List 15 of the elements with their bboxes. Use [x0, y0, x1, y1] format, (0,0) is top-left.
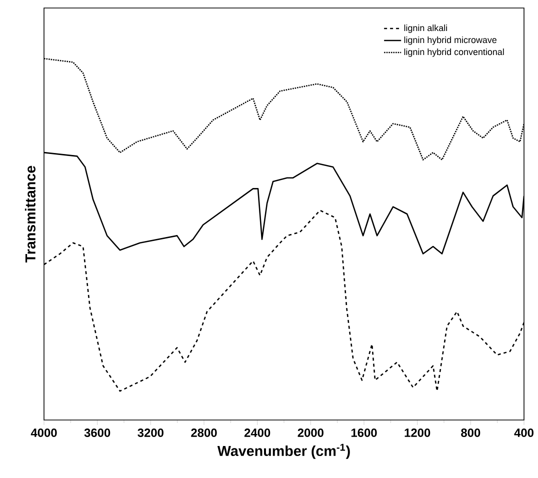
x-tick-label: 1600 [351, 428, 377, 437]
x-axis-title: Wavenumber (cm$^{-1}$) [217, 444, 350, 459]
x-tick-label: 2800 [191, 428, 217, 437]
legend-label: lignin alkali [404, 24, 447, 33]
x-tick-label: 3600 [84, 428, 110, 438]
x-tick-label: 2400 [244, 428, 270, 437]
x-tick-label: 400 [514, 428, 534, 437]
x-tick-label: 4000 [30, 428, 57, 437]
x-tick-label: 2000 [298, 428, 324, 437]
legend-label: lignin hybrid conventional [404, 48, 504, 57]
x-tick-label: 1200 [404, 428, 430, 437]
x-tick-label: 800 [461, 428, 480, 437]
y-axis-title: Transmittance [24, 166, 36, 262]
legend-label: lignin hybrid microwave [404, 36, 496, 45]
x-tick-label: 3200 [138, 428, 164, 438]
